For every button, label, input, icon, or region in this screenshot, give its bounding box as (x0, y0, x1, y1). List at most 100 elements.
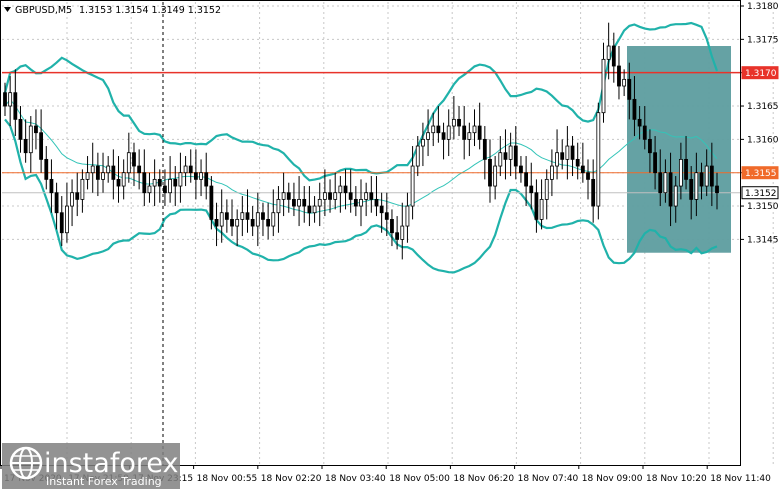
candle-body (684, 158, 688, 180)
time-tick-label: 18 Nov 10:20 (646, 474, 707, 484)
candle-body (544, 178, 549, 200)
candle-body (23, 138, 28, 154)
candle-body (235, 218, 240, 227)
candle-body (400, 225, 405, 240)
candle-body (637, 118, 642, 127)
candle-body (178, 172, 183, 187)
candles (3, 22, 719, 260)
candle-body (596, 112, 601, 207)
candle-body (384, 212, 389, 220)
candle-body (446, 125, 451, 140)
price-tick-label: 1.3180 (747, 2, 779, 12)
candle-body (255, 212, 260, 227)
candle-body (95, 165, 100, 180)
candle-body (121, 172, 126, 187)
candle-body (328, 192, 332, 200)
candle-body (570, 145, 575, 160)
time-tick-label: 18 Nov 00:55 (197, 474, 258, 484)
candle-body (59, 212, 64, 234)
candle-body (565, 145, 570, 160)
candle-body (75, 192, 80, 200)
candle-body (395, 232, 400, 240)
level-1-3170-tag (741, 66, 779, 80)
time-tick-label: 18 Nov 05:00 (389, 474, 450, 484)
candle-body (632, 98, 637, 120)
candle-body (560, 152, 565, 160)
time-tick-label: 18 Nov 09:00 (582, 474, 643, 484)
brand-tagline: Instant Forex Trading (46, 475, 162, 488)
candle-body (13, 92, 18, 120)
candle-body (173, 178, 178, 187)
time-tick-label: 18 Nov 06:20 (453, 474, 514, 484)
candle-body (493, 165, 498, 187)
candle-body (622, 78, 627, 87)
candle-body (297, 198, 301, 207)
candle-body (286, 192, 291, 200)
candle-body (441, 132, 446, 140)
candle-body (18, 118, 23, 140)
level-1-3155-tag (741, 166, 779, 180)
time-tick-label: 18 Nov 02:20 (261, 474, 322, 484)
candle-body (271, 212, 276, 227)
candle-body (8, 92, 13, 107)
candle-body (503, 152, 508, 160)
candle-body (70, 192, 74, 207)
candle-body (230, 218, 234, 227)
candle-body (90, 165, 95, 174)
candle-body (663, 172, 668, 194)
candle-body (163, 185, 167, 194)
candle-body (209, 185, 214, 220)
candle-body (111, 165, 116, 180)
candle-body (431, 125, 436, 134)
candle-body (482, 138, 487, 160)
ohlc-values: 1.3153 1.3154 1.3149 1.3152 (79, 5, 221, 16)
candle-body (379, 205, 384, 214)
candle-body (3, 92, 7, 107)
price-tick-label: 1.3175 (747, 35, 779, 45)
dropdown-triangle-icon[interactable] (4, 7, 11, 12)
candle-body (586, 172, 590, 180)
candle-body (245, 212, 250, 220)
candle-body (39, 132, 44, 160)
candle-body (322, 192, 327, 200)
candle-body (34, 125, 38, 134)
candle-body (426, 132, 430, 140)
candle-body (364, 192, 369, 200)
candle-body (477, 125, 482, 140)
candle-body (642, 125, 647, 140)
candle-body (508, 145, 513, 160)
candle-body (348, 192, 353, 200)
chart-header: GBPUSD,M5 1.3153 1.3154 1.3149 1.3152 (4, 5, 221, 16)
candle-body (359, 198, 363, 207)
candle-body (658, 172, 663, 194)
current-price-tag (741, 186, 779, 200)
candle-body (142, 172, 147, 194)
candle-body (498, 152, 503, 167)
candle-body (591, 178, 596, 207)
candle-body (405, 205, 410, 227)
candle-body (539, 198, 544, 220)
candle-body (519, 165, 523, 174)
candle-body (549, 165, 554, 180)
candle-body (126, 152, 131, 174)
candle-body (261, 212, 265, 220)
candle-body (369, 192, 374, 200)
candle-body (715, 185, 719, 194)
watermark-logo: instaforex Instant Forex Trading (2, 443, 180, 489)
candle-body (673, 185, 678, 207)
candle-body (611, 45, 616, 67)
candle-body (410, 165, 415, 207)
candle-body (188, 165, 193, 174)
candle-body (240, 212, 245, 220)
candle-body (302, 198, 307, 207)
candle-body (54, 192, 59, 214)
time-tick-label: 18 Nov 03:40 (325, 474, 386, 484)
price-tick-label: 1.3150 (747, 202, 779, 212)
candle-body (132, 152, 136, 167)
candle-body (101, 172, 105, 180)
candle-body (513, 145, 518, 167)
candle-body (648, 138, 652, 154)
candle-body (689, 178, 694, 200)
candle-body (266, 218, 271, 227)
